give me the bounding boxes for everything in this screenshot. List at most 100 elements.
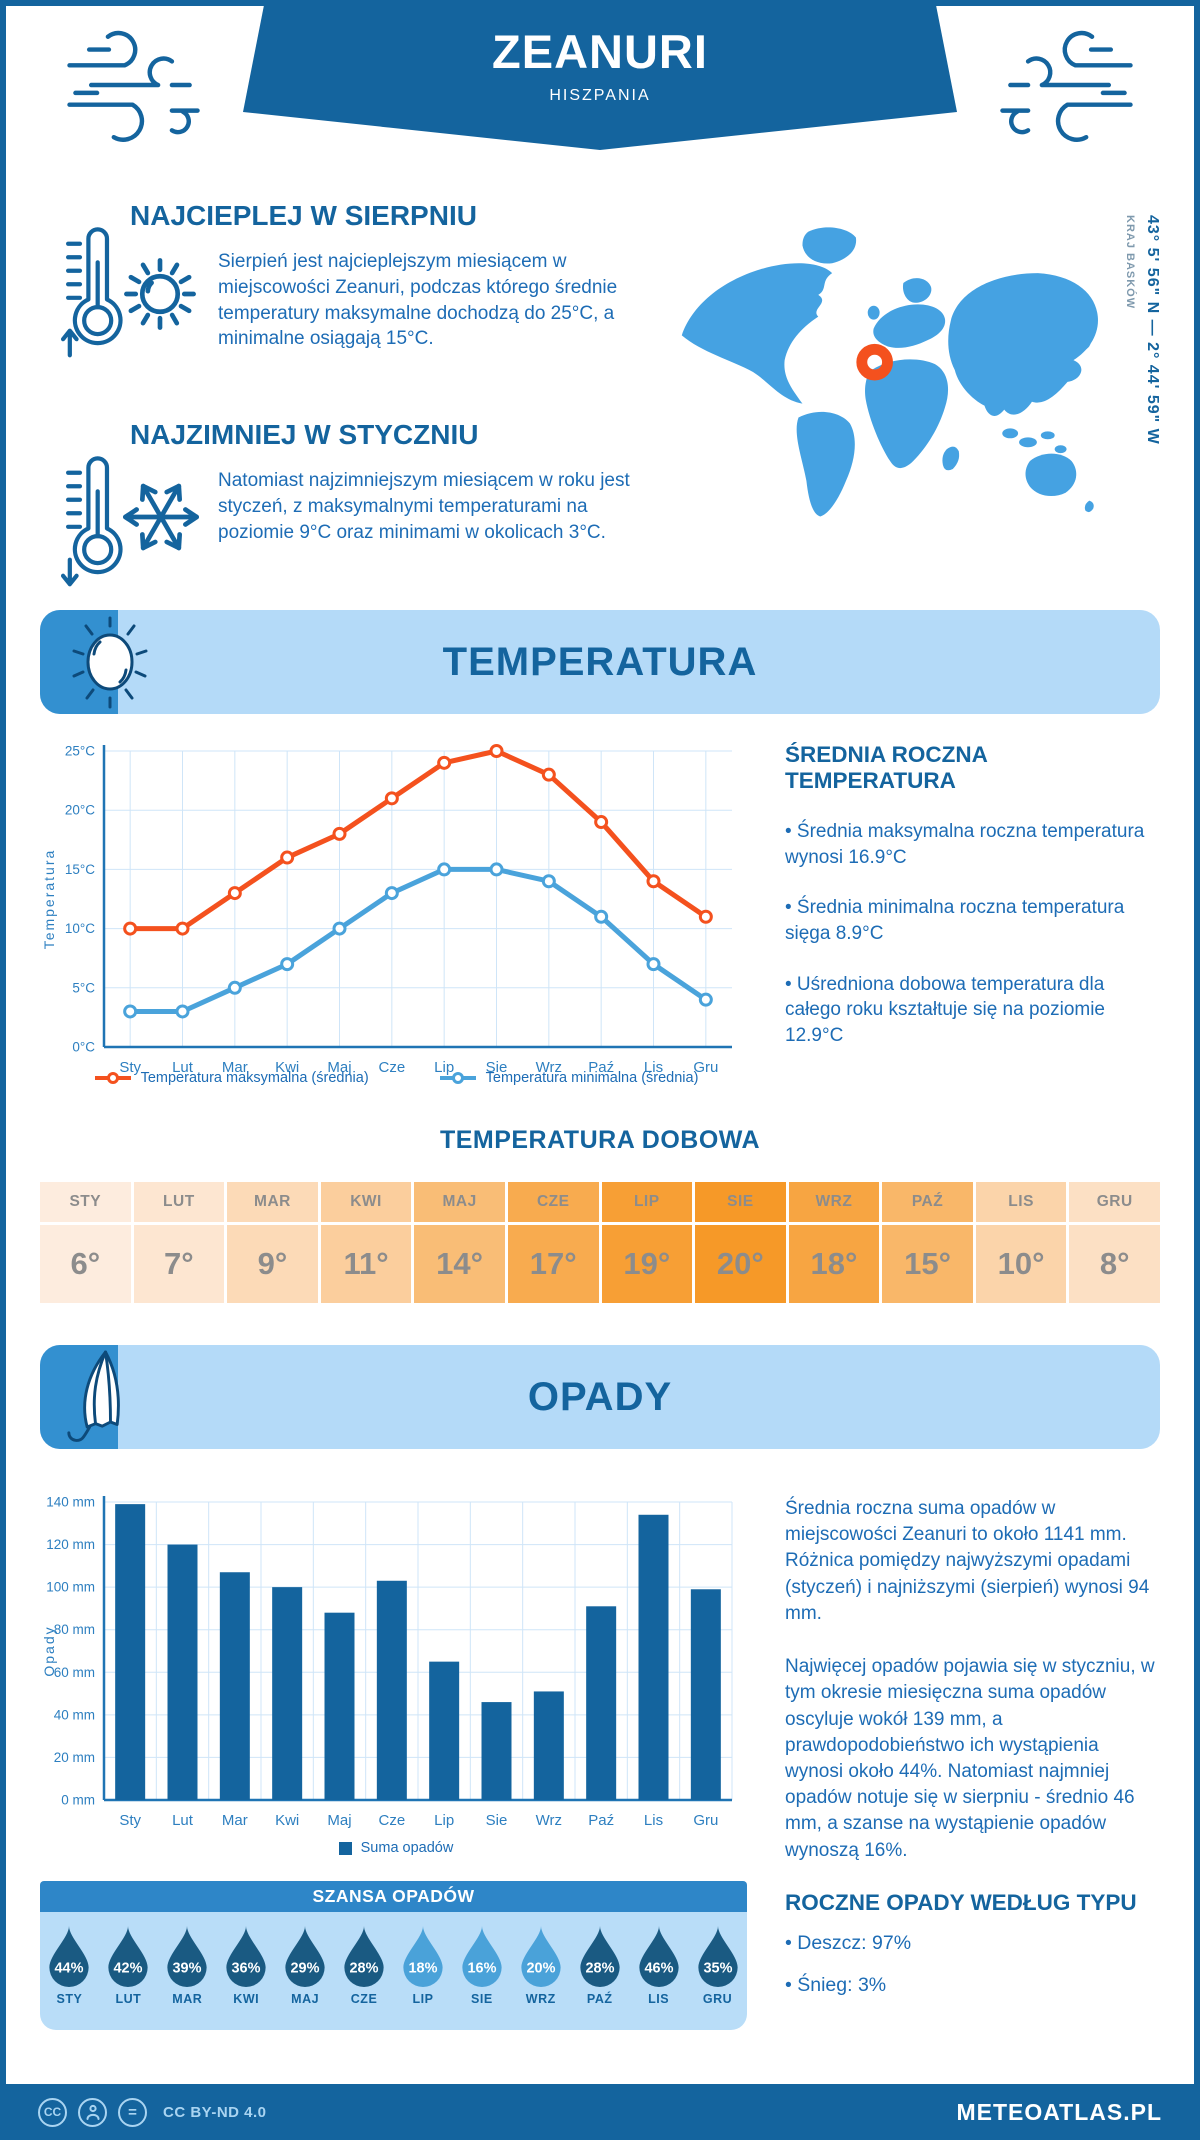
rain-chance-month: LUT — [115, 1992, 142, 2006]
table-value-row: 6° 7° 9° 11° 14° 17° 19° 20° 18° 15° 10° 8° — [40, 1225, 1160, 1303]
temperature-section-title: TEMPERATURA — [442, 640, 758, 684]
raindrop-icon: 42% — [108, 1926, 148, 1987]
svg-text:Sty: Sty — [119, 1812, 141, 1829]
rain-chance-month: STY — [56, 1992, 83, 2006]
svg-text:36%: 36% — [232, 1961, 261, 1977]
site-name[interactable]: METEOATLAS.PL — [956, 2098, 1162, 2125]
sun-icon — [124, 258, 196, 330]
svg-text:35%: 35% — [703, 1961, 732, 1977]
precipitation-paragraph: Najwięcej opadów pojawia się w styczniu,… — [785, 1656, 1155, 1861]
svg-text:28%: 28% — [350, 1961, 379, 1977]
svg-text:Lip: Lip — [434, 1812, 454, 1829]
svg-text:10°C: 10°C — [65, 921, 95, 936]
svg-text:25°C: 25°C — [65, 744, 95, 759]
cc-icon: CC — [38, 2097, 67, 2127]
thermometer-up-icon — [60, 227, 123, 358]
raindrop-icon: 20% — [521, 1926, 561, 1987]
table-month-cell: MAR — [227, 1182, 318, 1222]
svg-text:15°C: 15°C — [65, 862, 95, 877]
annual-temperature-bullet: • Uśredniona dobowa temperatura dla całe… — [785, 973, 1106, 1046]
annual-temperature-bullet: • Średnia maksymalna roczna temperatura … — [785, 821, 1145, 868]
svg-text:20 mm: 20 mm — [54, 1750, 95, 1765]
precipitation-bar-chart: 0 mm 20 mm 40 mm 60 mm 80 mm 100 mm 120 mm 140 … — [41, 1495, 733, 1829]
precipitation-type-panel: ROCZNE OPADY WEDŁUG TYPU • Deszcz: 97% • … — [785, 1890, 1157, 2000]
coordinates-label: 43° 5' 56" N — 2° 44' 59" W — [1144, 215, 1161, 445]
svg-text:Lis: Lis — [644, 1059, 663, 1076]
svg-text:Gru: Gru — [693, 1059, 718, 1076]
rain-chance-item: 16% SIE — [452, 1925, 511, 2030]
raindrop-icon: 28% — [344, 1926, 384, 1987]
annual-temperature-heading: ŚREDNIA ROCZNA TEMPERATURA — [785, 742, 988, 793]
rain-chance-month: GRU — [702, 1992, 733, 2006]
svg-text:Lut: Lut — [172, 1812, 194, 1829]
svg-text:120 mm: 120 mm — [46, 1537, 95, 1552]
rain-chance-item: 28% PAŹ — [570, 1925, 629, 2030]
thermometer-down-icon — [60, 456, 123, 587]
page-border-left — [0, 0, 6, 2084]
table-temp-cell: 17° — [507, 1225, 599, 1303]
precipitation-section-title: OPADY — [527, 1375, 673, 1419]
svg-text:16%: 16% — [467, 1961, 496, 1977]
svg-text:Wrz: Wrz — [536, 1059, 562, 1076]
sun-icon — [72, 616, 148, 709]
rain-chance-heading: SZANSA OPADÓW — [40, 1881, 747, 1912]
svg-text:Maj: Maj — [327, 1812, 351, 1829]
legend-item: Suma opadów — [338, 1840, 454, 1856]
svg-text:40 mm: 40 mm — [54, 1707, 95, 1722]
raindrop-icon: 46% — [638, 1926, 679, 1987]
svg-text:Cze: Cze — [378, 1059, 405, 1076]
svg-text:Sie: Sie — [486, 1059, 508, 1076]
legend-item: Temperatura minimalna (średnia) — [439, 1070, 698, 1086]
coldest-text: Natomiast najzimniejszym miesiącem w rok… — [218, 470, 630, 543]
legend-label: Temperatura maksymalna (średnia) — [140, 1070, 369, 1086]
svg-text:Gru: Gru — [693, 1812, 718, 1829]
rain-chance-item: 39% MAR — [158, 1925, 217, 2030]
rain-chance-item: 44% STY — [40, 1925, 99, 2030]
raindrop-icon: 35% — [697, 1926, 738, 1987]
legend-label: Suma opadów — [360, 1840, 454, 1856]
rain-chance-item: 18% LIP — [394, 1925, 453, 2030]
wind-icon — [1000, 30, 1133, 142]
legend-swatch — [338, 1841, 352, 1855]
annual-temperature-bullet: • Średnia minimalna roczna temperatura s… — [785, 897, 1125, 944]
annual-temperature-panel: ŚREDNIA ROCZNA TEMPERATURA • Średnia mak… — [785, 742, 1151, 1048]
rain-chance-month: CZE — [350, 1992, 378, 2006]
warmest-title: NAJCIEPLEJ W SIERPNIU — [130, 200, 477, 231]
table-temp-cell: 10° — [975, 1225, 1067, 1303]
precipitation-type-bullet: • Deszcz: 97% — [785, 1932, 912, 1954]
table-temp-cell: 8° — [1069, 1225, 1160, 1303]
cc-nd-icon: = — [118, 2097, 147, 2127]
svg-text:Paź: Paź — [588, 1059, 614, 1076]
header-banner: ZEANURI HISZPANIA — [243, 0, 957, 150]
precipitation-chart-legend: Suma opadów — [40, 1840, 752, 1856]
svg-text:44%: 44% — [55, 1961, 84, 1977]
raindrop-icon: 36% — [226, 1926, 266, 1987]
svg-text:Mar: Mar — [222, 1812, 248, 1829]
svg-text:39%: 39% — [173, 1961, 202, 1977]
svg-text:Temperatura: Temperatura — [41, 849, 57, 950]
coldest-title: NAJZIMNIEJ W STYCZNIU — [130, 419, 479, 450]
daily-temperature-heading: TEMPERATURA DOBOWA — [439, 1126, 761, 1154]
svg-text:Cze: Cze — [378, 1812, 405, 1829]
svg-text:29%: 29% — [291, 1961, 320, 1977]
rain-chance-item: 29% MAJ — [276, 1925, 335, 2030]
table-temp-cell: 15° — [882, 1225, 973, 1303]
precipitation-type-bullets: • Deszcz: 97% • Śnieg: 3% — [785, 1928, 1157, 2000]
precipitation-section-banner: OPADY — [40, 1345, 1160, 1449]
table-temp-cell: 9° — [227, 1225, 318, 1303]
table-month-cell: SIE — [695, 1182, 786, 1222]
table-temp-cell: 20° — [695, 1225, 786, 1303]
table-month-cell: LUT — [133, 1182, 225, 1222]
svg-text:46%: 46% — [644, 1961, 673, 1977]
svg-text:0 mm: 0 mm — [61, 1793, 95, 1808]
rain-chance-item: 36% KWI — [217, 1925, 276, 2030]
svg-text:Lis: Lis — [644, 1812, 663, 1829]
svg-text:80 mm: 80 mm — [54, 1622, 95, 1637]
rain-chance-month: MAR — [172, 1992, 203, 2006]
rain-chance-item: 35% GRU — [688, 1925, 747, 2030]
svg-text:42%: 42% — [114, 1961, 143, 1977]
table-header-row: STY LUT MAR KWI MAJ CZE LIP SIE WRZ PAŹ LIS GRU — [40, 1182, 1160, 1222]
table-month-cell: MAJ — [414, 1182, 505, 1222]
rain-chance-month: SIE — [471, 1992, 493, 2006]
